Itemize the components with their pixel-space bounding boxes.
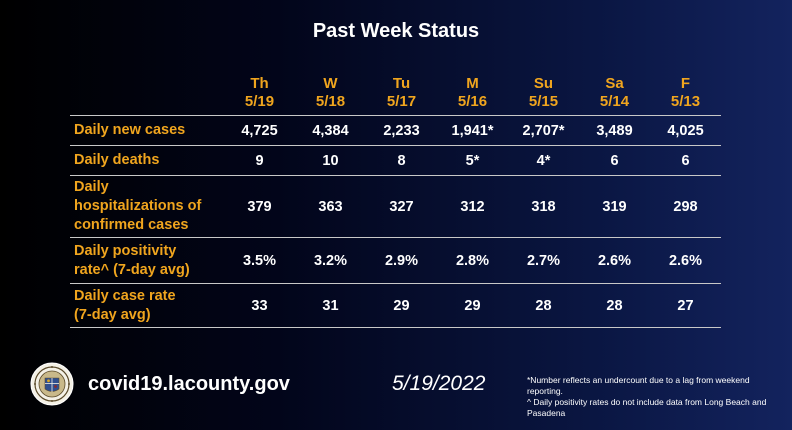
table-cell: 3.5% bbox=[242, 252, 277, 269]
table-cell: 319 bbox=[602, 198, 627, 215]
column-day: M bbox=[466, 74, 479, 92]
column-date: 5/16 bbox=[457, 92, 488, 110]
table-cell: 9 bbox=[255, 152, 264, 169]
table-cell: 3,489 bbox=[596, 122, 633, 139]
row-label-line: confirmed cases bbox=[74, 217, 189, 233]
table-cell: 2,233 bbox=[383, 122, 420, 139]
row-label-line: Daily case rate bbox=[74, 287, 176, 304]
table-cell: 29 bbox=[464, 297, 481, 314]
row-label: Daily positivity rate^ (7-day avg) bbox=[70, 238, 224, 284]
row-label: Daily hospitalizations of confirmed cases bbox=[70, 176, 224, 238]
table-row-daily-case-rate: Daily case rate (7-day avg) 33 31 29 29 2… bbox=[70, 283, 721, 328]
table-cell: 33 bbox=[251, 297, 268, 314]
column-day: Sa bbox=[605, 74, 624, 92]
column-day: W bbox=[323, 74, 338, 92]
table-cell: 312 bbox=[460, 198, 485, 215]
row-label-line: hospitalizations of bbox=[74, 198, 202, 214]
row-label: Daily case rate (7-day avg) bbox=[70, 284, 224, 328]
table-cell: 1,941* bbox=[451, 122, 494, 139]
table-cell: 29 bbox=[393, 297, 410, 314]
table-cell: 28 bbox=[606, 297, 623, 314]
table-cell: 27 bbox=[677, 297, 694, 314]
header-corner bbox=[70, 70, 224, 116]
county-seal-icon bbox=[30, 362, 74, 406]
column-header: M 5/16 bbox=[437, 70, 508, 116]
row-label-line: Daily positivity bbox=[74, 242, 177, 259]
column-date: 5/14 bbox=[599, 92, 630, 110]
table-row-daily-hospitalizations: Daily hospitalizations of confirmed cases … bbox=[70, 175, 721, 238]
table-header-row: Th 5/19 W 5/18 Tu 5/17 M 5/16 Su 5/15 Sa 5/14 … bbox=[70, 70, 721, 116]
row-label: Daily new cases bbox=[70, 116, 224, 146]
column-header: Tu 5/17 bbox=[366, 70, 437, 116]
table-cell: 28 bbox=[535, 297, 552, 314]
table-row-daily-positivity-rate: Daily positivity rate^ (7-day avg) 3.5% 3… bbox=[70, 237, 721, 284]
column-day: Th bbox=[250, 74, 269, 92]
table-cell: 318 bbox=[531, 198, 556, 215]
table-row-daily-deaths: Daily deaths 9 10 8 5* 4* 6 6 bbox=[70, 145, 721, 176]
column-header: Su 5/15 bbox=[508, 70, 579, 116]
column-day: Tu bbox=[392, 74, 411, 92]
table-cell: 4,384 bbox=[312, 122, 349, 139]
table-cell: 31 bbox=[322, 297, 339, 314]
table-cell: 363 bbox=[318, 198, 343, 215]
row-label-line: rate^ (7-day avg) bbox=[74, 261, 190, 278]
footnote-undercount: *Number reflects an undercount due to a … bbox=[527, 375, 750, 396]
row-label-line: (7-day avg) bbox=[74, 306, 151, 323]
table-cell: 4,025 bbox=[667, 122, 704, 139]
column-header: F 5/13 bbox=[650, 70, 721, 116]
column-date: 5/18 bbox=[315, 92, 346, 110]
table-cell: 2,707* bbox=[522, 122, 565, 139]
column-header: W 5/18 bbox=[295, 70, 366, 116]
footnote-positivity: ^ Daily positivity rates do not include … bbox=[527, 397, 767, 418]
table-cell: 6 bbox=[681, 152, 690, 169]
column-date: 5/19 bbox=[244, 92, 275, 110]
report-date: 5/19/2022 bbox=[392, 372, 486, 395]
status-table: Th 5/19 W 5/18 Tu 5/17 M 5/16 Su 5/15 Sa 5/14 … bbox=[70, 70, 721, 328]
column-day: F bbox=[680, 74, 691, 92]
row-label-line: Daily new cases bbox=[74, 122, 186, 138]
website-link[interactable]: covid19.lacounty.gov bbox=[88, 373, 290, 395]
table-cell: 3.2% bbox=[313, 252, 348, 269]
page-title: Past Week Status bbox=[312, 20, 480, 42]
column-header: Th 5/19 bbox=[224, 70, 295, 116]
table-cell: 2.6% bbox=[668, 252, 703, 269]
table-cell: 298 bbox=[673, 198, 698, 215]
table-cell: 4* bbox=[536, 152, 551, 169]
column-date: 5/15 bbox=[528, 92, 559, 110]
row-label-line: Daily deaths bbox=[74, 152, 160, 168]
column-date: 5/13 bbox=[670, 92, 701, 110]
table-cell: 2.8% bbox=[455, 252, 490, 269]
table-cell: 5* bbox=[465, 152, 480, 169]
table-cell: 327 bbox=[389, 198, 414, 215]
column-header: Sa 5/14 bbox=[579, 70, 650, 116]
table-cell: 2.9% bbox=[384, 252, 419, 269]
table-cell: 379 bbox=[247, 198, 272, 215]
table-cell: 2.6% bbox=[597, 252, 632, 269]
footnotes: *Number reflects an undercount due to a … bbox=[527, 375, 787, 419]
row-label: Daily deaths bbox=[70, 146, 224, 176]
table-cell: 6 bbox=[610, 152, 619, 169]
table-cell: 10 bbox=[322, 152, 339, 169]
column-day: Su bbox=[533, 74, 554, 92]
table-cell: 8 bbox=[397, 152, 406, 169]
row-label-line: Daily bbox=[74, 179, 109, 195]
table-cell: 4,725 bbox=[241, 122, 278, 139]
table-cell: 2.7% bbox=[526, 252, 561, 269]
column-date: 5/17 bbox=[386, 92, 417, 110]
table-row-daily-new-cases: Daily new cases 4,725 4,384 2,233 1,941*… bbox=[70, 115, 721, 146]
